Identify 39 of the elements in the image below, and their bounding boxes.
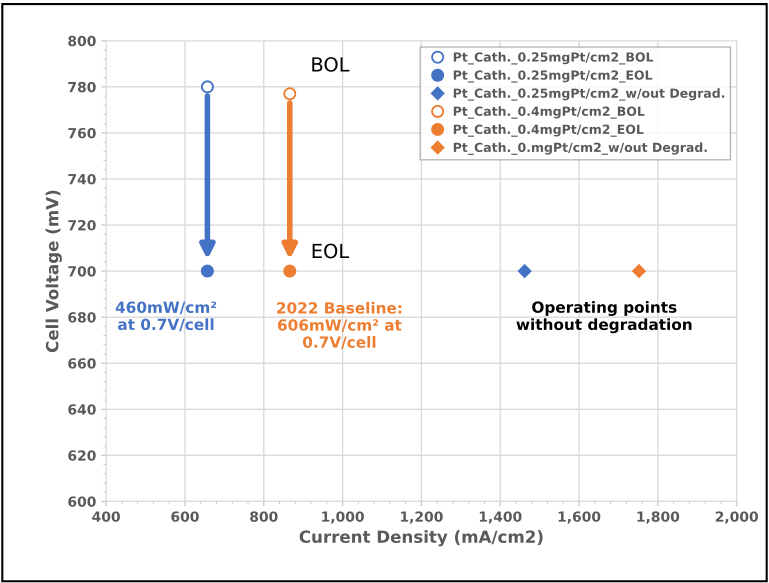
point [200, 264, 214, 278]
legend-label: Pt_Cath._0.25mgPt/cm2_EOL [454, 70, 652, 83]
point [283, 87, 296, 100]
legend-label: Pt_Cath._0.4mgPt/cm2_BOL [454, 106, 645, 119]
x-tick-label: 800 [250, 511, 278, 522]
legend-label: Pt_Cath._0.mgPt/cm2_w/out Degrad. [454, 142, 707, 155]
x-tick-label: 1,000 [322, 511, 364, 524]
y-tick-label: 640 [68, 404, 96, 415]
x-tick-label: 600 [171, 511, 199, 522]
x-axis-title: Current Density (mA/cm2) [300, 530, 543, 546]
y-tick-label: 660 [68, 358, 96, 369]
annotation: 460mW/cm² at 0.7V/cell [116, 301, 216, 332]
point [200, 80, 214, 94]
x-tick-label: 400 [92, 511, 120, 522]
y-tick-label: 600 [68, 496, 96, 507]
x-tick-label: 2,000 [716, 511, 758, 524]
x-tick-label: 1,200 [401, 511, 443, 524]
annotation: Operating points without degradation [516, 301, 692, 334]
legend-label: Pt_Cath._0.25mgPt/cm2_w/out Degrad. [454, 88, 724, 101]
point [632, 264, 646, 278]
y-tick-label: 740 [68, 174, 96, 184]
y-tick-label: 780 [68, 82, 96, 92]
y-tick-label: 680 [68, 312, 96, 323]
annotation: EOL [312, 244, 350, 258]
point [283, 264, 296, 278]
legend-label: Pt_Cath._0.25mgPt/cm2_BOL [454, 52, 654, 65]
y-tick-label: 720 [68, 220, 96, 231]
legend-label: Pt_Cath._0.4mgPt/cm2_EOL [454, 124, 644, 137]
x-tick-label: 1,800 [637, 511, 680, 524]
y-tick-label: 760 [68, 128, 96, 138]
x-tick-label: 1,400 [480, 511, 522, 524]
point [518, 264, 532, 278]
y-axis-title: Cell Voltage (mV) [46, 190, 62, 352]
annotation: BOL [312, 57, 350, 72]
x-tick-label: 1,600 [558, 511, 600, 524]
y-tick-label: 700 [68, 266, 96, 277]
y-tick-label: 800 [68, 36, 96, 46]
annotation: 2022 Baseline: 606mW/cm² at 0.7V/cell [277, 302, 402, 350]
y-tick-label: 620 [68, 450, 96, 461]
